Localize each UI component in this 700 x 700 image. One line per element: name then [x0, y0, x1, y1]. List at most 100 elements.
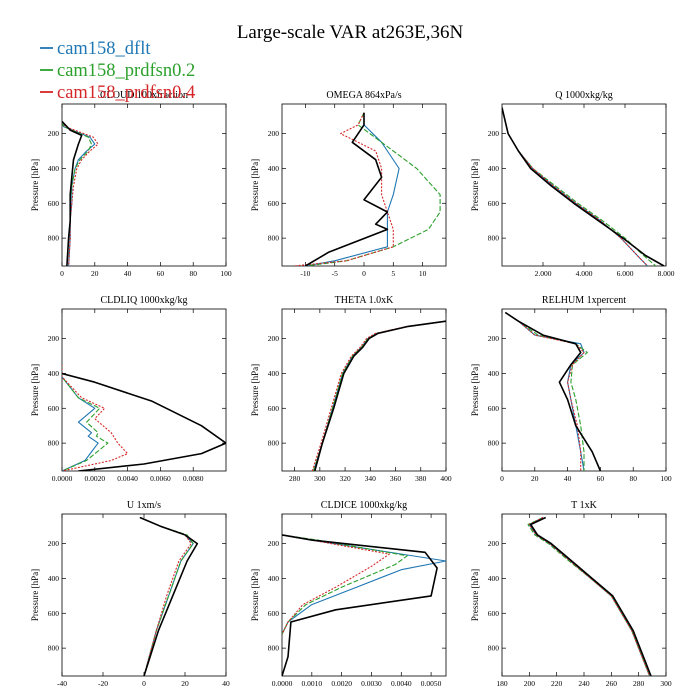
- series-line-obs: [62, 120, 83, 266]
- series-line-obs: [282, 534, 438, 676]
- x-tick-label: 0.0010: [302, 679, 323, 688]
- panel-8: CLDICE 1000xkg/kg Pressure [hPa] 200 400 600…: [250, 500, 447, 688]
- x-tick-label: 280: [633, 679, 645, 688]
- series-line-cam158-prdfsn0-4: [311, 320, 446, 471]
- y-tick-label: 400: [268, 369, 280, 378]
- series-line-cam158-prdfsn0-4: [504, 312, 585, 471]
- y-tick-label: 200: [48, 334, 60, 343]
- x-tick-label: 280: [289, 474, 301, 483]
- y-tick-label: 600: [48, 199, 60, 208]
- y-tick-label: 800: [48, 234, 60, 243]
- plot-frame: [61, 513, 227, 677]
- y-axis-label: Pressure [hPa]: [470, 569, 480, 621]
- y-tick-label: 800: [488, 439, 500, 448]
- y-tick-label: 400: [268, 574, 280, 583]
- x-tick-label: 40: [564, 474, 572, 483]
- panel-3: Q 1000xkg/kg Pressure [hPa] 200 400 600 800 2.…: [470, 90, 675, 278]
- legend: cam158_dfltcam158_prdfsn0.2cam158_prdfsn…: [40, 39, 195, 103]
- series-line-cam158-prdfsn0-4: [139, 516, 192, 676]
- x-tick-label: 5: [391, 269, 395, 278]
- x-tick-label: 0: [60, 269, 64, 278]
- panel-title: CLDICE 1000xkg/kg: [321, 500, 407, 511]
- x-tick-label: 0.0040: [391, 679, 412, 688]
- x-tick-label: 360: [390, 474, 402, 483]
- panel-title: CLDLIQ 1000xkg/kg: [101, 295, 188, 306]
- x-tick-label: -10: [300, 269, 310, 278]
- x-tick-label: 0.0020: [331, 679, 352, 688]
- series-line-cam158-dflt: [139, 516, 194, 676]
- y-tick-label: 200: [268, 539, 280, 548]
- y-tick-label: 600: [268, 199, 280, 208]
- series-line-cam158-prdfsn0-2: [312, 320, 446, 471]
- y-tick-label: 200: [48, 129, 60, 138]
- series-group: [311, 320, 446, 471]
- x-tick-label: -40: [57, 679, 67, 688]
- x-tick-label: 240: [578, 679, 590, 688]
- y-axis-label: Pressure [hPa]: [470, 364, 480, 416]
- panel-title: CLOUD 100xfraction: [100, 90, 188, 101]
- series-group: [62, 364, 226, 471]
- series-group: [139, 516, 199, 676]
- panel-title: Q 1000xkg/kg: [555, 90, 613, 101]
- series-line-obs: [62, 372, 226, 471]
- x-tick-label: 40: [222, 679, 230, 688]
- series-line-obs: [529, 516, 652, 676]
- plot-frame: [501, 103, 667, 267]
- x-tick-label: 380: [415, 474, 427, 483]
- x-tick-label: 2.000: [535, 269, 552, 278]
- y-tick-label: 400: [488, 369, 500, 378]
- x-tick-label: 20: [91, 269, 99, 278]
- series-line-cam158-dflt: [312, 320, 446, 471]
- series-line-cam158-prdfsn0-2: [502, 107, 657, 266]
- x-tick-label: 200: [524, 679, 536, 688]
- panel-4: CLDLIQ 1000xkg/kg Pressure [hPa] 200 400 600…: [30, 295, 227, 483]
- series-line-obs: [502, 107, 665, 266]
- y-axis-label: Pressure [hPa]: [250, 159, 260, 211]
- y-tick-label: 400: [48, 164, 60, 173]
- panel-title: RELHUM 1xpercent: [542, 295, 626, 306]
- x-tick-label: 80: [629, 474, 637, 483]
- x-tick-label: 0.0030: [361, 679, 382, 688]
- series-line-cam158-prdfsn0-2: [305, 112, 441, 266]
- y-axis-label: Pressure [hPa]: [30, 569, 40, 621]
- y-tick-label: 200: [268, 334, 280, 343]
- x-tick-label: -5: [332, 269, 338, 278]
- y-tick-label: 600: [488, 404, 500, 413]
- y-tick-label: 800: [268, 644, 280, 653]
- y-tick-label: 800: [488, 644, 500, 653]
- x-tick-label: 10: [419, 269, 427, 278]
- x-tick-label: 60: [597, 474, 605, 483]
- panel-5: THETA 1.0xK Pressure [hPa] 200 400 600 800 280…: [250, 295, 452, 483]
- y-axis-label: Pressure [hPa]: [470, 159, 480, 211]
- y-tick-label: 400: [48, 369, 60, 378]
- panel-title: THETA 1.0xK: [335, 295, 394, 306]
- y-tick-label: 200: [488, 539, 500, 548]
- x-tick-label: -20: [98, 679, 108, 688]
- y-tick-label: 600: [48, 609, 60, 618]
- x-tick-label: 260: [606, 679, 618, 688]
- series-line-cam158-dflt: [305, 112, 400, 266]
- x-tick-label: 300: [660, 679, 672, 688]
- x-tick-label: 180: [496, 679, 508, 688]
- y-tick-label: 200: [488, 129, 500, 138]
- x-tick-label: 340: [365, 474, 377, 483]
- legend-entry: cam158_prdfsn0.4: [57, 83, 195, 103]
- x-tick-label: 0.0060: [150, 474, 171, 483]
- panel-9: T 1xK Pressure [hPa] 200 400 600 800 180 200 220…: [470, 500, 672, 688]
- series-line-cam158-prdfsn0-2: [139, 516, 194, 676]
- x-tick-label: 0.0050: [421, 679, 442, 688]
- y-tick-label: 600: [268, 609, 280, 618]
- series-line-obs: [304, 112, 389, 266]
- y-axis-label: Pressure [hPa]: [250, 364, 260, 416]
- y-tick-label: 400: [48, 574, 60, 583]
- series-line-obs: [139, 516, 199, 676]
- y-tick-label: 400: [488, 164, 500, 173]
- x-tick-label: 0.0080: [183, 474, 204, 483]
- y-tick-label: 600: [488, 609, 500, 618]
- y-axis-label: Pressure [hPa]: [30, 159, 40, 211]
- x-tick-label: 60: [157, 269, 165, 278]
- series-group: [62, 120, 99, 266]
